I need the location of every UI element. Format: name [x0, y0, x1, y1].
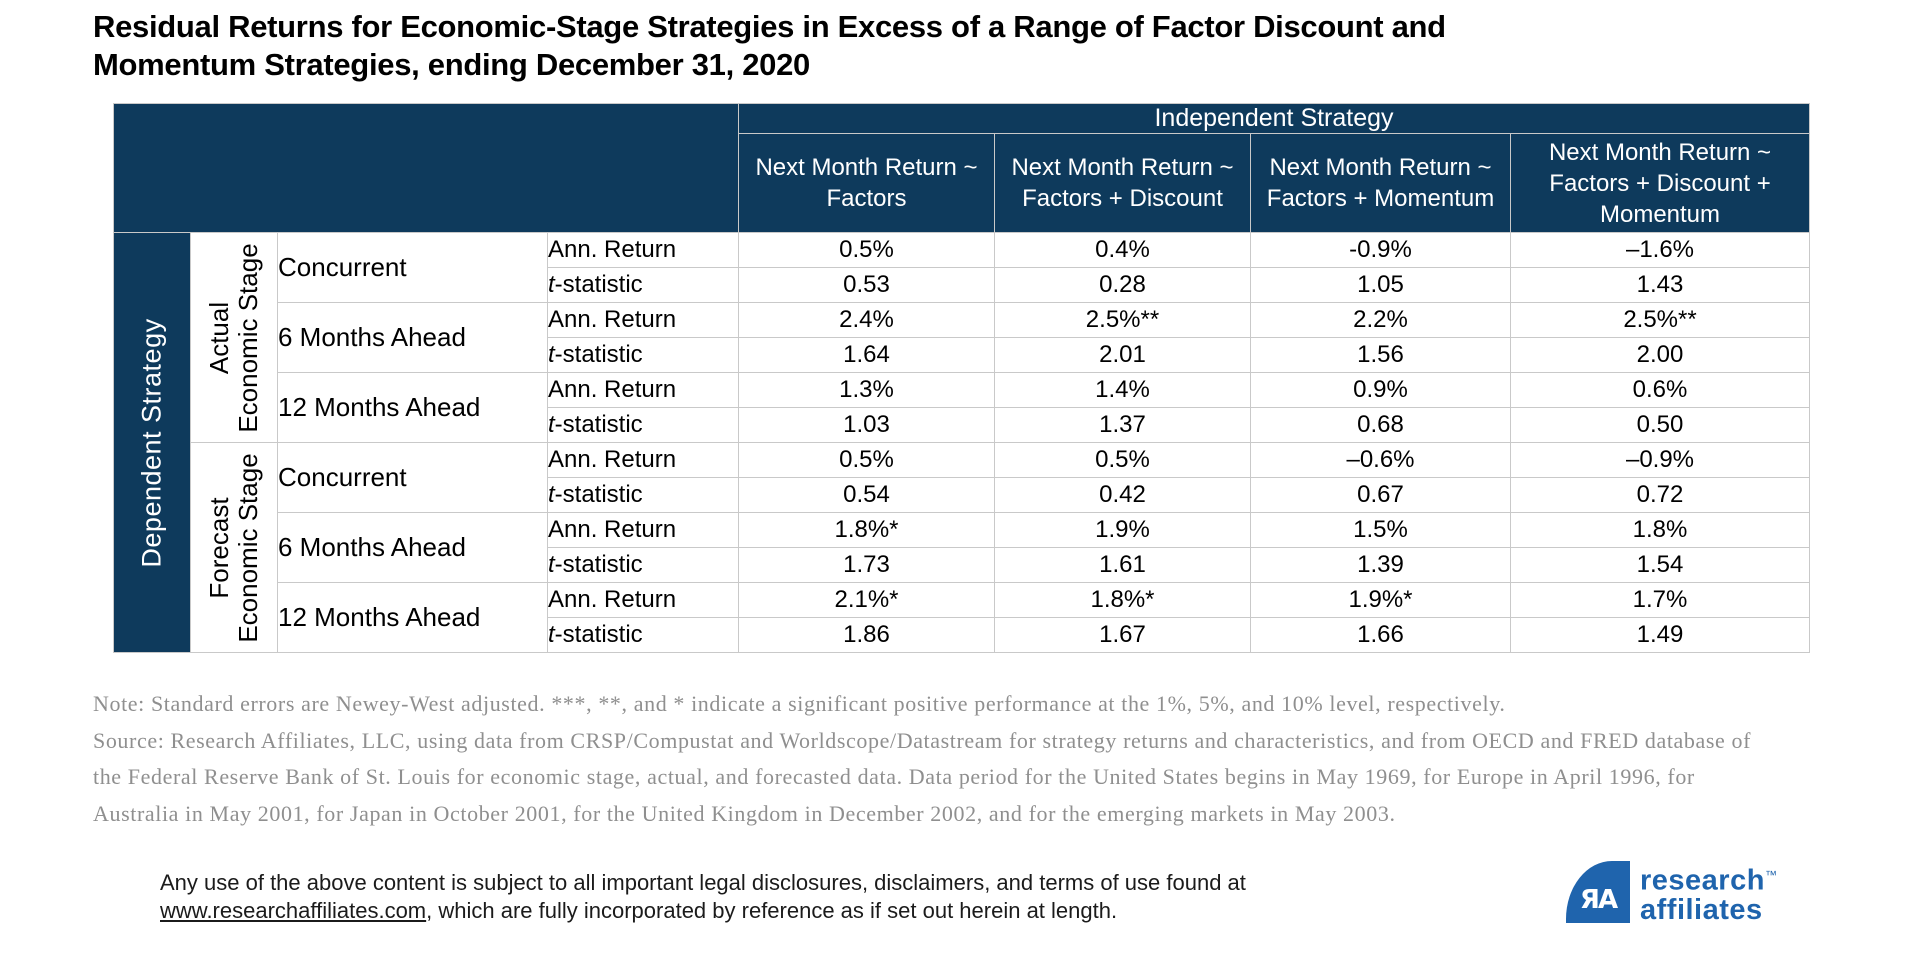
value-cell: 1.67: [994, 617, 1251, 653]
legal-text-after: , which are fully incorporated by refere…: [426, 897, 1118, 923]
value-cell: 0.72: [1509, 477, 1811, 513]
value-cell: 0.50: [1509, 407, 1811, 443]
row-group-label: Concurrent: [277, 232, 548, 303]
column-header-factors: Next Month Return ~ Factors: [738, 133, 995, 233]
researchaffiliates-link[interactable]: www.researchaffiliates.com: [160, 897, 427, 923]
value-cell: 1.86: [738, 617, 995, 653]
value-cell: 2.4%: [738, 302, 995, 338]
row-group-label: 12 Months Ahead: [277, 582, 548, 653]
value-cell: 1.5%: [1250, 512, 1511, 548]
value-cell: 0.4%: [994, 232, 1251, 268]
value-cell: 1.39: [1250, 547, 1511, 583]
column-header-factors-momentum: Next Month Return ~ Factors + Momentum: [1250, 133, 1511, 233]
value-cell: 0.54: [738, 477, 995, 513]
source-text: Source: Research Affiliates, LLC, using …: [93, 727, 1752, 826]
page-title: Residual Returns for Economic-Stage Stra…: [93, 9, 1446, 82]
value-cell: –1.6%: [1509, 232, 1811, 268]
metric-label-t-statistic: t-statistic: [547, 337, 739, 373]
value-cell: 1.9%*: [1250, 582, 1511, 618]
row-group-label: 6 Months Ahead: [277, 302, 548, 373]
research-affiliates-logo: ЯA research™ affiliates: [1566, 861, 1826, 931]
value-cell: 0.53: [738, 267, 995, 303]
row-group-label: Concurrent: [277, 442, 548, 513]
stage-label-forecast: Forecast Economic Stage: [190, 442, 278, 653]
value-cell: 2.5%**: [1509, 302, 1811, 338]
metric-label-t-statistic: t-statistic: [547, 407, 739, 443]
value-cell: -0.9%: [1250, 232, 1511, 268]
metric-label-ann-return: Ann. Return: [547, 512, 739, 548]
table-corner-blank: [113, 103, 739, 233]
metric-label-ann-return: Ann. Return: [547, 232, 739, 268]
logo-word-affiliates: affiliates: [1640, 893, 1763, 926]
value-cell: 1.9%: [994, 512, 1251, 548]
value-cell: 2.00: [1509, 337, 1811, 373]
value-cell: 0.68: [1250, 407, 1511, 443]
value-cell: –0.6%: [1250, 442, 1511, 478]
value-cell: 1.66: [1250, 617, 1511, 653]
column-header-factors-discount-momentum: Next Month Return ~ Factors + Discount +…: [1509, 133, 1811, 233]
note-text: Note: Standard errors are Newey-West adj…: [93, 691, 1506, 716]
value-cell: 1.64: [738, 337, 995, 373]
value-cell: 2.1%*: [738, 582, 995, 618]
value-cell: 0.67: [1250, 477, 1511, 513]
metric-label-t-statistic: t-statistic: [547, 617, 739, 653]
value-cell: 1.8%*: [994, 582, 1251, 618]
metric-label-ann-return: Ann. Return: [547, 372, 739, 408]
value-cell: 1.7%: [1509, 582, 1811, 618]
value-cell: 1.73: [738, 547, 995, 583]
metric-label-ann-return: Ann. Return: [547, 582, 739, 618]
value-cell: 2.2%: [1250, 302, 1511, 338]
value-cell: 0.9%: [1250, 372, 1511, 408]
value-cell: 1.05: [1250, 267, 1511, 303]
logo-word-research: research: [1640, 864, 1765, 897]
value-cell: 0.5%: [994, 442, 1251, 478]
metric-label-t-statistic: t-statistic: [547, 547, 739, 583]
value-cell: 1.61: [994, 547, 1251, 583]
value-cell: 1.49: [1509, 617, 1811, 653]
value-cell: 0.6%: [1509, 372, 1811, 408]
stage-label-actual: Actual Economic Stage: [190, 232, 278, 443]
value-cell: 0.42: [994, 477, 1251, 513]
notes-block: Note: Standard errors are Newey-West adj…: [93, 686, 1783, 832]
row-group-label: 12 Months Ahead: [277, 372, 548, 443]
ra-logo-mark-icon: ЯA: [1566, 861, 1630, 923]
value-cell: 1.03: [738, 407, 995, 443]
metric-label-t-statistic: t-statistic: [547, 267, 739, 303]
metric-label-ann-return: Ann. Return: [547, 442, 739, 478]
dependent-strategy-label: Dependent Strategy: [113, 232, 191, 653]
value-cell: 0.5%: [738, 442, 995, 478]
column-header-factors-discount: Next Month Return ~ Factors + Discount: [994, 133, 1251, 233]
value-cell: 2.5%**: [994, 302, 1251, 338]
legal-text-before: Any use of the above content is subject …: [160, 870, 1246, 895]
logo-wordmark: research™ affiliates: [1640, 861, 1777, 925]
value-cell: 1.8%*: [738, 512, 995, 548]
value-cell: 1.3%: [738, 372, 995, 408]
value-cell: 0.28: [994, 267, 1251, 303]
independent-strategy-header: Independent Strategy: [737, 103, 1811, 134]
value-cell: –0.9%: [1509, 442, 1811, 478]
results-table: Independent Strategy Next Month Return ~…: [113, 103, 1811, 653]
value-cell: 1.8%: [1509, 512, 1811, 548]
value-cell: 2.01: [994, 337, 1251, 373]
value-cell: 1.37: [994, 407, 1251, 443]
metric-label-ann-return: Ann. Return: [547, 302, 739, 338]
value-cell: 1.43: [1509, 267, 1811, 303]
value-cell: 1.56: [1250, 337, 1511, 373]
row-group-label: 6 Months Ahead: [277, 512, 548, 583]
metric-label-t-statistic: t-statistic: [547, 477, 739, 513]
value-cell: 1.54: [1509, 547, 1811, 583]
value-cell: 1.4%: [994, 372, 1251, 408]
value-cell: 0.5%: [738, 232, 995, 268]
legal-disclaimer: Any use of the above content is subject …: [160, 869, 1360, 924]
trademark-symbol: ™: [1764, 868, 1778, 882]
ra-monogram: ЯA: [1579, 885, 1618, 915]
